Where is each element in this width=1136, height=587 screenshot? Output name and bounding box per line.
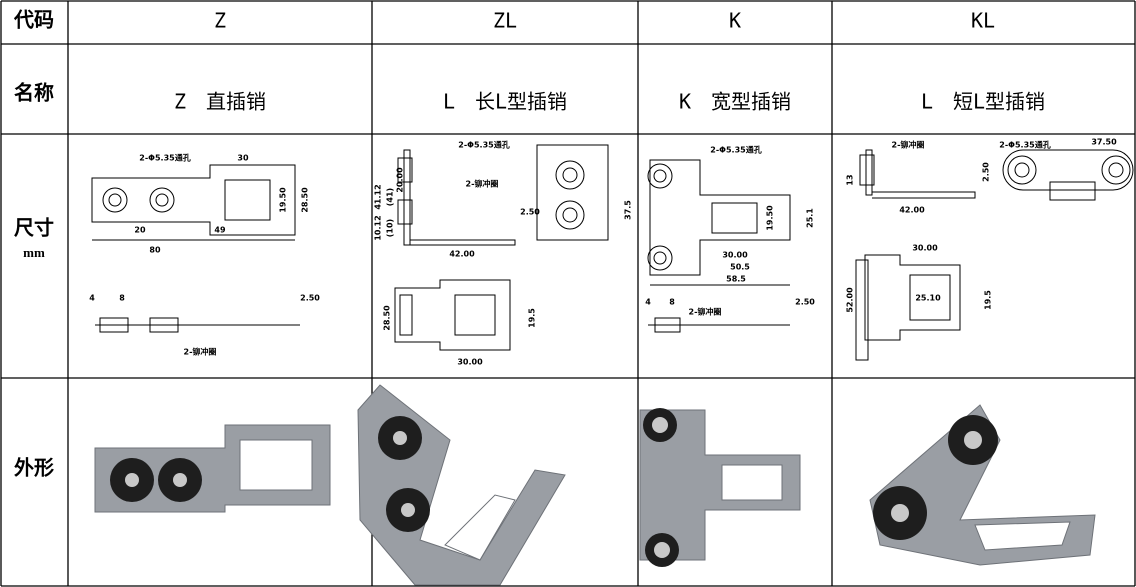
dimension-label: 25.10 [915,294,941,303]
dimension-label: 19.50 [279,187,288,213]
dimension-label: 2-Φ5.35通孔 [999,140,1050,150]
dimension-label: 2.50 [520,208,540,217]
dimension-label: 28.50 [301,187,310,213]
name-cell: L 短L型插销 [921,90,1045,114]
dimension-label: 2-Φ5.35通孔 [710,145,761,155]
dimension-label: 49 [214,226,226,235]
dimension-label: 4 [645,298,651,307]
dimension-label: 30 [237,154,249,163]
dimension-label: 58.5 [726,275,746,284]
dimension-label: 28.50 [383,305,392,331]
dimension-label: 80 [149,246,161,255]
row-header: 代码 [13,9,54,32]
dimension-label: 50.5 [730,263,750,272]
dimension-label: 8 [669,298,675,307]
dimension-label: 42.00 [899,206,925,215]
dimension-label: 2.50 [300,294,320,303]
dimension-label: 25.1 [806,208,815,228]
dimension-label: 52.00 [846,287,855,313]
row-header-unit: mm [23,245,45,260]
drawing-k [647,159,791,333]
dimension-label: 2-铆冲圈 [466,179,499,189]
dimension-label: 30.00 [457,358,483,367]
dimension-label: 2-铆冲圈 [184,347,217,357]
dimension-label: 30.00 [722,251,748,260]
dimension-label: 2.50 [795,298,815,307]
name-cell: K 宽型插销 [679,90,791,114]
dimension-label: 30.00 [912,244,938,253]
dimension-label: 41.12 [374,184,383,209]
dimension-label: 37.5 [624,200,633,220]
drawing-z [91,164,300,333]
photo-zl [357,384,566,586]
name-cell: Z 直插销 [174,90,266,114]
dimension-label: 19.5 [984,290,993,310]
name-cell: L 长L型插销 [443,90,567,114]
dimension-label: 20.00 [396,167,405,193]
code-cell: ZL [493,9,517,33]
code-cell: KL [971,9,995,33]
dimension-label: 2-铆冲圈 [689,307,722,317]
photo-k [639,408,801,567]
dimension-label: 20 [134,226,146,235]
dimension-label: (10) [386,219,395,237]
dimension-label: 10.12 [374,215,383,240]
row-header: 外形 [14,456,54,480]
drawing-zl [394,144,609,351]
dimension-label: 2-铆冲圈 [892,140,925,150]
dimension-label: 8 [119,294,125,303]
drawing-kl [855,149,1134,361]
dimension-label: 42.00 [449,250,475,259]
dimension-label: 19.5 [528,308,537,328]
dimension-label: 13 [846,174,855,185]
dimension-label: 37.50 [1091,138,1117,147]
dimension-label: 19.50 [766,205,775,231]
row-header: 尺寸 [14,217,54,240]
dimension-label: 2-Φ5.35通孔 [139,153,190,163]
code-cell: K [729,9,741,33]
dimension-label: 4 [89,294,95,303]
dimension-label: 2-Φ5.35通孔 [458,140,509,150]
dimension-label: (41) [386,188,395,206]
dimension-label: 2.50 [982,162,991,182]
code-cell: Z [214,9,226,33]
row-header: 名称 [14,81,54,105]
photo-kl [869,404,1096,566]
photo-z [94,424,331,513]
